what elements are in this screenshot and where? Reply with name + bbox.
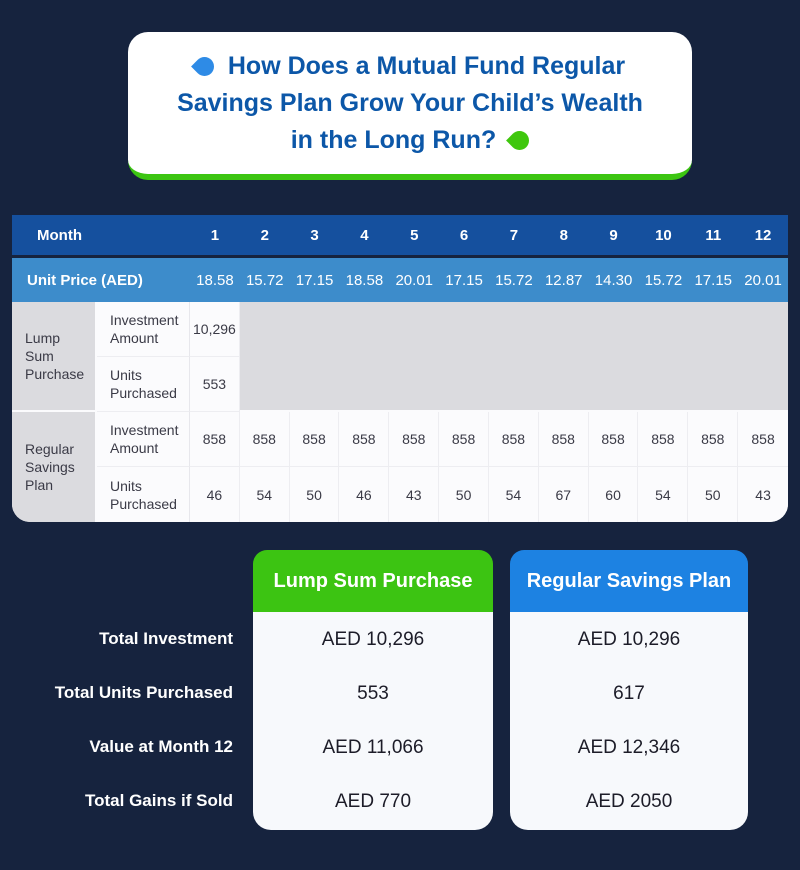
unit-price-11: 17.15 (694, 271, 733, 289)
regular-total-units: 617 (613, 683, 645, 704)
lump-sum-empty-months (239, 302, 788, 412)
regular-investment-3: 858 (289, 412, 340, 467)
unit-price-12: 20.01 (744, 271, 782, 289)
unit-price-9: 14.30 (594, 271, 633, 289)
lump-units-label: Units Purchased (97, 357, 190, 412)
row-label-total-units: Total Units Purchased (54, 683, 233, 702)
row-label-value-month-12: Value at Month 12 (89, 737, 233, 756)
regular-investment-1: 858 (190, 412, 240, 467)
regular-units-4: 46 (339, 467, 390, 522)
month-1: 1 (210, 226, 220, 244)
title-line-2: Savings Plan Grow Your Child’s Wealth (177, 88, 643, 117)
regular-investment-4: 858 (339, 412, 390, 467)
regular-units-11: 50 (688, 467, 739, 522)
investment-table: Month 1 2 3 4 5 6 7 8 9 10 11 12 Unit Pr… (12, 215, 788, 522)
green-leaf-icon (506, 126, 534, 154)
regular-investment-8: 858 (538, 412, 589, 467)
unit-price-row: Unit Price (AED) 18.58 15.72 17.15 18.58… (12, 258, 788, 302)
month-2: 2 (260, 226, 269, 244)
title-line-1: How Does a Mutual Fund Regular (190, 48, 626, 85)
regular-investment-6: 858 (439, 412, 489, 467)
row-label-total-investment: Total Investment (99, 629, 233, 648)
comparison-row-labels: Total Investment Total Units Purchased V… (0, 612, 233, 828)
regular-savings-card-title: Regular Savings Plan (510, 550, 748, 612)
regular-units-10: 54 (638, 467, 689, 522)
unit-price-10: 15.72 (644, 271, 683, 289)
regular-investment-2: 858 (239, 412, 290, 467)
regular-total-investment: AED 10,296 (577, 629, 681, 650)
regular-units-3: 50 (289, 467, 340, 522)
blue-leaf-icon (190, 52, 218, 80)
lump-units-value: 553 (190, 357, 240, 412)
regular-units-5: 43 (389, 467, 440, 522)
unit-price-7: 15.72 (495, 271, 533, 289)
regular-group-label: Regular Savings Plan (12, 412, 97, 522)
lump-investment-label: Investment Amount (97, 302, 190, 357)
unit-price-6: 17.15 (445, 271, 483, 289)
regular-investment-9: 858 (588, 412, 639, 467)
month-10: 10 (655, 226, 672, 244)
title-card: How Does a Mutual Fund Regular Savings P… (128, 32, 692, 180)
regular-investment-5: 858 (389, 412, 440, 467)
regular-investment-11: 858 (688, 412, 739, 467)
lump-sum-group-label: Lump Sum Purchase (12, 302, 97, 412)
month-12: 12 (754, 226, 772, 244)
regular-units-8: 67 (538, 467, 589, 522)
regular-investment-12: 858 (738, 412, 788, 467)
month-7: 7 (509, 226, 519, 244)
month-11: 11 (705, 226, 722, 244)
regular-savings-card-body: AED 10,296 617 AED 12,346 AED 2050 (510, 612, 748, 830)
month-6: 6 (459, 226, 469, 244)
regular-units-9: 60 (588, 467, 639, 522)
unit-price-8: 12.87 (544, 271, 583, 289)
regular-units-1: 46 (190, 467, 240, 522)
regular-investment-10: 858 (638, 412, 689, 467)
month-9: 9 (609, 226, 618, 244)
regular-value-month-12: AED 12,346 (577, 737, 681, 758)
unit-price-label: Unit Price (AED) (27, 271, 143, 289)
month-8: 8 (559, 226, 568, 244)
regular-investment-7: 858 (488, 412, 539, 467)
month-3: 3 (310, 226, 319, 244)
regular-total-gains: AED 2050 (585, 791, 673, 812)
lump-sum-card-body: AED 10,296 553 AED 11,066 AED 770 (253, 612, 493, 830)
lump-total-units: 553 (357, 683, 389, 704)
lump-sum-card: Lump Sum Purchase AED 10,296 553 AED 11,… (253, 550, 493, 830)
lump-investment-value: 10,296 (190, 302, 240, 357)
regular-investment-label: Investment Amount (97, 412, 190, 467)
title-line-3: in the Long Run? (291, 122, 534, 159)
unit-price-1: 18.58 (196, 271, 234, 289)
regular-units-2: 54 (239, 467, 290, 522)
lump-value-month-12: AED 11,066 (322, 737, 424, 758)
month-5: 5 (410, 226, 419, 244)
lump-sum-card-title: Lump Sum Purchase (253, 550, 493, 612)
regular-units-7: 54 (488, 467, 539, 522)
unit-price-4: 18.58 (345, 271, 384, 289)
regular-savings-card: Regular Savings Plan AED 10,296 617 AED … (510, 550, 748, 830)
regular-units-label: Units Purchased (97, 467, 190, 522)
unit-price-2: 15.72 (245, 271, 284, 289)
month-4: 4 (360, 226, 369, 244)
lump-total-investment: AED 10,296 (321, 629, 425, 650)
month-header-row: Month 1 2 3 4 5 6 7 8 9 10 11 12 (12, 215, 788, 255)
month-header-label: Month (37, 226, 82, 244)
lump-total-gains: AED 770 (334, 791, 412, 812)
table-body: Lump Sum Purchase Investment Amount 10,2… (12, 302, 788, 522)
row-label-total-gains: Total Gains if Sold (85, 791, 233, 810)
unit-price-3: 17.15 (295, 271, 334, 289)
regular-units-12: 43 (738, 467, 788, 522)
unit-price-5: 20.01 (395, 271, 434, 289)
page-title: How Does a Mutual Fund Regular (227, 51, 626, 80)
regular-units-6: 50 (439, 467, 489, 522)
